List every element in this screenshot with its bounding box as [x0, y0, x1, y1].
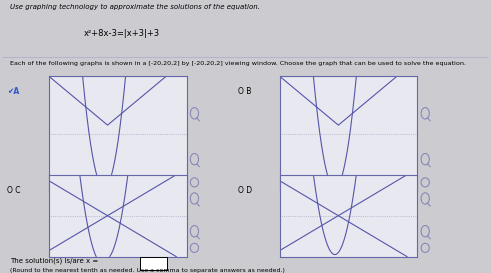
Text: O C: O C: [7, 186, 21, 195]
Text: Each of the following graphs is shown in a [-20,20,2] by [-20,20,2] viewing wind: Each of the following graphs is shown in…: [10, 61, 466, 66]
Text: The solution(s) is/are x =: The solution(s) is/are x =: [10, 258, 98, 265]
Text: ✔A: ✔A: [7, 87, 20, 96]
Text: O D: O D: [238, 186, 252, 195]
Text: Use graphing technology to approximate the solutions of the equation.: Use graphing technology to approximate t…: [10, 4, 260, 10]
Text: (Round to the nearest tenth as needed. Use a comma to separate answers as needed: (Round to the nearest tenth as needed. U…: [10, 268, 285, 273]
Text: x²+8x-3=|x+3|+3: x²+8x-3=|x+3|+3: [83, 29, 160, 38]
Text: O B: O B: [238, 87, 251, 96]
